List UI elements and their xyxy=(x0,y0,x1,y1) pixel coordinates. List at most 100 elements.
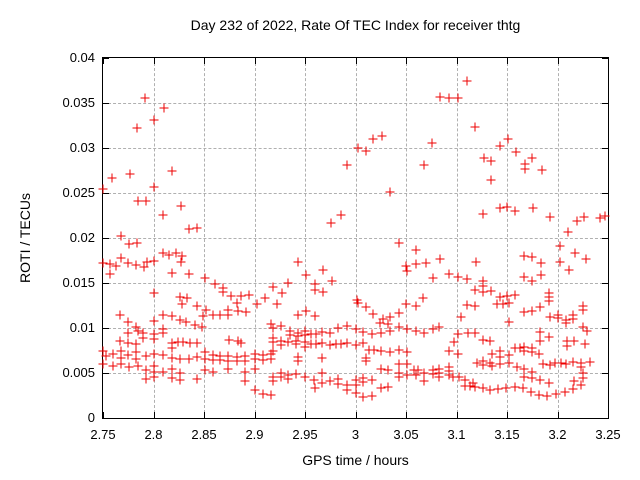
data-point xyxy=(376,364,386,374)
plot-border xyxy=(102,57,609,419)
data-point xyxy=(240,351,250,361)
data-point xyxy=(192,374,202,384)
data-point xyxy=(556,358,566,368)
data-point xyxy=(550,358,560,368)
y-gridline xyxy=(103,283,608,284)
data-point xyxy=(358,392,368,402)
data-point xyxy=(342,385,352,395)
data-point xyxy=(493,384,503,394)
data-point xyxy=(385,187,395,197)
data-point xyxy=(580,339,590,349)
x-tick xyxy=(406,58,407,64)
data-point xyxy=(535,375,545,385)
data-point xyxy=(536,270,546,280)
data-point xyxy=(367,391,377,401)
data-point xyxy=(149,256,158,266)
data-point xyxy=(454,372,464,382)
data-point xyxy=(98,346,108,356)
data-point xyxy=(158,328,168,338)
data-point xyxy=(124,239,134,249)
data-point xyxy=(98,258,108,268)
data-point xyxy=(260,293,270,303)
data-point xyxy=(449,337,459,347)
data-point xyxy=(311,329,321,339)
data-point xyxy=(233,306,243,316)
data-point xyxy=(123,317,133,327)
data-point xyxy=(581,254,591,264)
data-point xyxy=(479,153,489,163)
y-tick xyxy=(103,238,109,239)
y-tick xyxy=(602,148,608,149)
data-point xyxy=(358,338,368,348)
data-point xyxy=(276,340,286,350)
data-point xyxy=(333,379,343,389)
data-point xyxy=(368,134,378,144)
y-tick xyxy=(103,373,109,374)
data-point xyxy=(141,365,151,375)
data-point xyxy=(131,354,141,364)
data-point xyxy=(266,390,276,400)
data-point xyxy=(105,269,115,279)
data-point xyxy=(266,319,276,328)
data-point xyxy=(519,346,529,356)
data-point xyxy=(325,328,335,337)
data-point xyxy=(453,329,462,339)
data-point xyxy=(486,156,496,166)
data-point xyxy=(116,231,126,241)
data-point xyxy=(419,160,429,170)
data-point xyxy=(132,123,142,133)
x-tick xyxy=(254,412,256,418)
data-point xyxy=(402,324,412,334)
data-point xyxy=(526,387,536,397)
data-point xyxy=(585,357,595,367)
data-point xyxy=(310,383,320,393)
data-point xyxy=(192,223,202,233)
data-point xyxy=(515,343,525,353)
data-point xyxy=(116,353,126,363)
data-point xyxy=(495,292,505,301)
data-point xyxy=(462,300,472,310)
data-point xyxy=(413,365,423,375)
data-point xyxy=(568,384,578,394)
data-point xyxy=(411,259,421,269)
data-point xyxy=(116,359,126,369)
data-point xyxy=(394,372,404,382)
data-point xyxy=(470,301,480,311)
data-point xyxy=(101,351,111,361)
data-point xyxy=(177,299,187,309)
data-point xyxy=(272,299,282,309)
data-point xyxy=(351,388,360,398)
data-point xyxy=(182,293,192,303)
data-point xyxy=(285,330,295,340)
data-point xyxy=(184,354,194,364)
data-point xyxy=(444,346,454,356)
data-point xyxy=(383,365,393,375)
data-point xyxy=(190,320,200,330)
data-point xyxy=(149,288,158,298)
data-point xyxy=(421,258,431,268)
data-point xyxy=(293,331,303,341)
data-point xyxy=(236,291,246,301)
data-point xyxy=(268,323,278,333)
data-point xyxy=(318,265,328,275)
data-point xyxy=(504,358,514,368)
data-point xyxy=(385,312,395,322)
data-point xyxy=(511,147,521,157)
data-point xyxy=(435,254,445,264)
y-tick xyxy=(602,328,608,329)
data-point xyxy=(250,385,259,395)
data-point xyxy=(544,332,554,342)
data-point xyxy=(555,241,565,251)
y-gridline xyxy=(103,148,608,149)
x-tick xyxy=(355,412,357,418)
data-point xyxy=(105,259,115,269)
data-point xyxy=(351,380,360,390)
x-tick-label: 2.95 xyxy=(292,427,318,442)
data-point xyxy=(167,268,177,278)
data-point xyxy=(352,295,361,305)
data-point xyxy=(171,248,181,258)
data-point xyxy=(478,383,488,393)
data-point xyxy=(385,347,395,357)
data-point xyxy=(462,76,472,85)
data-point xyxy=(358,327,368,337)
